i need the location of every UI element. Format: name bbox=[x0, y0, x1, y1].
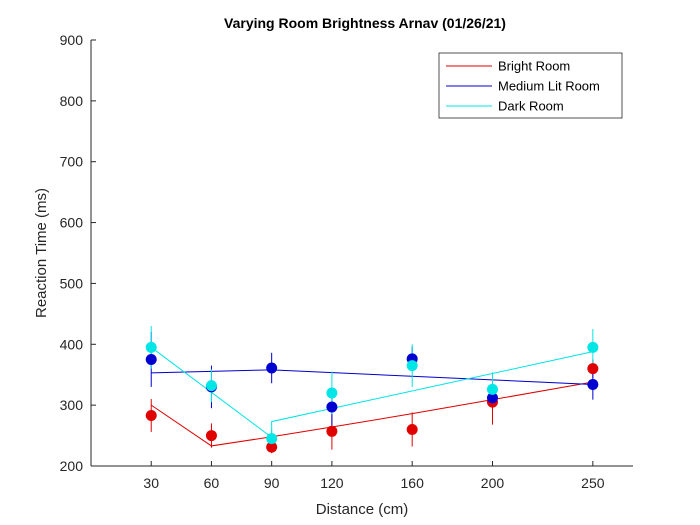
data-point-bright-room-90 bbox=[266, 441, 278, 453]
y-tick-label-600: 600 bbox=[60, 215, 84, 231]
data-point-dark-room-90 bbox=[266, 433, 278, 445]
legend: Bright Room Medium Lit Room Dark Room bbox=[438, 52, 623, 119]
y-tick-label-400: 400 bbox=[60, 336, 84, 352]
y-tick-label-900: 900 bbox=[60, 32, 84, 48]
legend-label-dark-room: Dark Room bbox=[498, 99, 564, 114]
x-tick-label-120: 120 bbox=[320, 475, 344, 491]
y-tick-label-800: 800 bbox=[60, 93, 84, 109]
data-point-medium-lit-room-90 bbox=[266, 362, 278, 374]
x-axis-label: Distance (cm) bbox=[316, 501, 409, 518]
y-tick-label-700: 700 bbox=[60, 154, 84, 170]
data-point-dark-room-30 bbox=[145, 341, 157, 353]
data-point-medium-lit-room-250 bbox=[587, 378, 599, 390]
data-point-dark-room-60 bbox=[205, 380, 217, 392]
y-ticks: 200 300 400 500 600 700 800 900 bbox=[60, 32, 96, 474]
y-axis-label: Reaction Time (ms) bbox=[33, 188, 50, 318]
data-point-bright-room-30 bbox=[145, 409, 157, 421]
y-tick-label-200: 200 bbox=[60, 458, 84, 474]
data-point-bright-room-160 bbox=[406, 423, 418, 435]
x-tick-label-30: 30 bbox=[143, 475, 159, 491]
axes: 30 60 90 120 160 200 250 200 300 400 500 600 700 800… bbox=[60, 32, 633, 491]
x-tick-label-200: 200 bbox=[481, 475, 505, 491]
y-tick-label-500: 500 bbox=[60, 275, 84, 291]
data-point-bright-room-120 bbox=[326, 425, 338, 437]
data-point-dark-room-200 bbox=[486, 383, 498, 395]
legend-label-medium-lit-room: Medium Lit Room bbox=[498, 79, 600, 94]
data-point-medium-lit-room-30 bbox=[145, 354, 157, 365]
x-tick-label-60: 60 bbox=[204, 475, 220, 491]
x-tick-label-90: 90 bbox=[264, 475, 280, 491]
legend-label-bright-room: Bright Room bbox=[498, 59, 570, 74]
x-ticks: 30 60 90 120 160 200 250 bbox=[143, 461, 605, 491]
data-point-bright-room-60 bbox=[205, 430, 217, 442]
y-tick-label-300: 300 bbox=[60, 397, 84, 413]
data-point-medium-lit-room-120 bbox=[326, 401, 338, 413]
data-point-medium-lit-room-200 bbox=[486, 392, 498, 404]
data-point-dark-room-160 bbox=[406, 360, 418, 372]
data-point-dark-room-250 bbox=[587, 341, 599, 353]
x-tick-label-160: 160 bbox=[401, 475, 425, 491]
data-markers bbox=[145, 341, 599, 453]
data-point-bright-room-250 bbox=[587, 363, 599, 375]
data-point-dark-room-120 bbox=[326, 387, 338, 399]
x-tick-label-250: 250 bbox=[581, 475, 605, 491]
plot-area bbox=[145, 326, 599, 454]
chart-title: Varying Room Brightness Arnav (01/26/21) bbox=[224, 15, 506, 31]
